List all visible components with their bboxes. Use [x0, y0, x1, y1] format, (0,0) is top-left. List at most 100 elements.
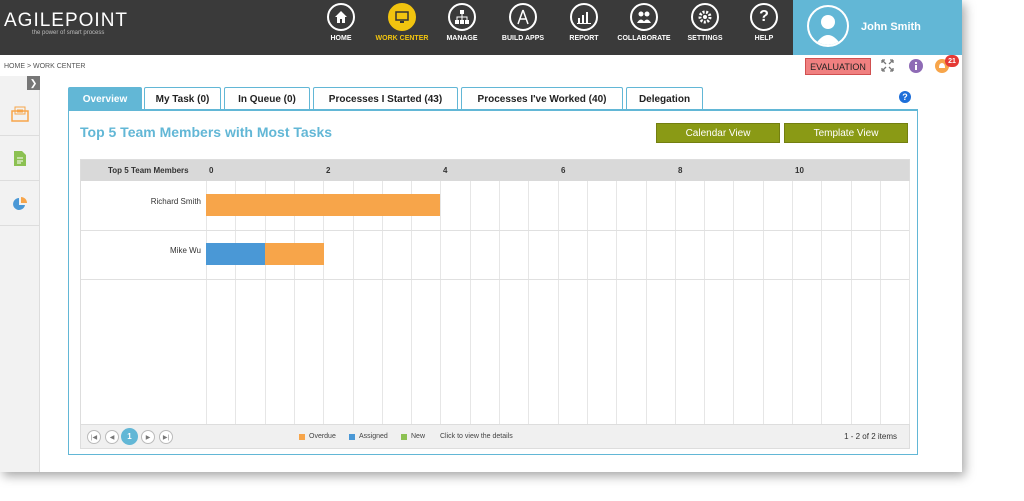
- nav-report-label: REPORT: [569, 35, 599, 42]
- calendar-view-button[interactable]: Calendar View: [656, 123, 780, 143]
- team-members-chart-grid: Top 5 Team Members 0 2 4 6 8 10 Richard Smith…: [80, 159, 910, 449]
- legend-item-new[interactable]: New: [401, 433, 425, 440]
- legend-swatch: [349, 433, 355, 440]
- info-icon[interactable]: [909, 59, 923, 76]
- tab-in-queue[interactable]: In Queue (0): [224, 87, 310, 110]
- notification-count-badge: 21: [945, 55, 959, 67]
- pie-chart-icon: [12, 196, 27, 210]
- tab-processes-i-started[interactable]: Processes I Started (43): [313, 87, 458, 110]
- row-divider: [81, 230, 909, 231]
- question-icon[interactable]: ?: [899, 91, 911, 103]
- brand-logo[interactable]: AGILEPOINT the power of smart process: [4, 10, 128, 36]
- gridline: [733, 181, 734, 424]
- next-page-button[interactable]: ▶: [141, 430, 155, 444]
- settings-icon: [691, 3, 719, 31]
- build-apps-icon: [509, 3, 537, 31]
- sidebar-item-tasks[interactable]: [0, 92, 39, 136]
- nav-home[interactable]: HOME: [306, 3, 376, 42]
- bar-assigned[interactable]: [206, 243, 265, 265]
- legend-item-overdue[interactable]: Overdue: [299, 433, 336, 440]
- x-tick-label: 0: [209, 166, 214, 175]
- first-page-button[interactable]: |◀: [87, 430, 101, 444]
- gridline: [265, 181, 266, 424]
- first-page-icon: |◀: [90, 434, 98, 441]
- x-tick-label: 6: [561, 166, 566, 175]
- sidebar-item-reports[interactable]: [0, 182, 39, 226]
- gridline: [704, 181, 705, 424]
- gridline: [616, 181, 617, 424]
- gridline: [880, 181, 881, 424]
- panel-title: Top 5 Team Members with Most Tasks: [80, 124, 333, 140]
- next-page-icon: ▶: [145, 434, 151, 441]
- gridline: [763, 181, 764, 424]
- brand-name: AGILEPOINT: [4, 10, 129, 31]
- gridline: [792, 181, 793, 424]
- brand-tagline: the power of smart process: [32, 30, 105, 36]
- nav-collaborate[interactable]: COLLABORATE: [609, 3, 679, 42]
- nav-build-apps[interactable]: BUILD APPS: [488, 3, 558, 42]
- gridline: [587, 181, 588, 424]
- nav-home-label: HOME: [330, 35, 352, 42]
- nav-help[interactable]: ? HELP: [729, 3, 799, 42]
- sidebar-item-documents[interactable]: [0, 137, 39, 181]
- chart-plot-area: [206, 181, 910, 424]
- gridline: [528, 181, 529, 424]
- tab-my-task[interactable]: My Task (0): [144, 87, 221, 110]
- previous-page-button[interactable]: ◀: [105, 430, 119, 444]
- nav-work-center[interactable]: WORK CENTER: [367, 3, 437, 42]
- gridline: [558, 181, 559, 424]
- nav-collaborate-label: COLLABORATE: [617, 35, 671, 42]
- row-divider: [81, 279, 909, 280]
- user-profile[interactable]: John Smith: [793, 0, 962, 55]
- app-window: AGILEPOINT the power of smart process HO…: [0, 0, 962, 472]
- tab-delegation[interactable]: Delegation: [626, 87, 703, 110]
- template-view-button[interactable]: Template View: [784, 123, 908, 143]
- legend-swatch: [299, 433, 305, 440]
- gridline: [206, 181, 207, 424]
- legend-hint[interactable]: Click to view the details: [440, 433, 513, 440]
- column-header-members: Top 5 Team Members: [108, 166, 189, 175]
- current-page-button[interactable]: 1: [121, 428, 138, 445]
- inbox-icon: [10, 106, 29, 122]
- expand-icon[interactable]: [881, 59, 894, 75]
- x-tick-label: 8: [678, 166, 683, 175]
- evaluation-badge: EVALUATION: [805, 58, 871, 75]
- gridline: [470, 181, 471, 424]
- legend-label: Assigned: [359, 433, 388, 440]
- nav-settings[interactable]: SETTINGS: [670, 3, 740, 42]
- gridline: [353, 181, 354, 424]
- gridline: [646, 181, 647, 424]
- sidebar-collapse-button[interactable]: ❯: [27, 76, 40, 90]
- manage-icon: [448, 3, 476, 31]
- x-tick-label: 2: [326, 166, 331, 175]
- gridline: [440, 181, 441, 424]
- avatar[interactable]: [807, 5, 849, 47]
- top-navigation-bar: AGILEPOINT the power of smart process HO…: [0, 0, 962, 55]
- home-icon: [327, 3, 355, 31]
- nav-report[interactable]: REPORT: [549, 3, 619, 42]
- nav-manage[interactable]: MANAGE: [427, 3, 497, 42]
- gridline: [235, 181, 236, 424]
- gridline: [323, 181, 324, 424]
- tab-overview[interactable]: Overview: [68, 87, 142, 110]
- nav-settings-label: SETTINGS: [687, 35, 723, 42]
- legend-label: New: [411, 433, 426, 440]
- x-tick-label: 4: [443, 166, 448, 175]
- chevron-right-icon: ❯: [29, 77, 38, 88]
- tab-processes-ive-worked[interactable]: Processes I've Worked (40): [461, 87, 623, 110]
- gridline: [851, 181, 852, 424]
- report-icon: [570, 3, 598, 31]
- help-icon: ?: [750, 3, 778, 31]
- legend-item-assigned[interactable]: Assigned: [349, 433, 388, 440]
- nav-manage-label: MANAGE: [446, 35, 478, 42]
- breadcrumb: HOME > WORK CENTER: [4, 63, 86, 70]
- bar-overdue[interactable]: [265, 243, 324, 265]
- bar-overdue[interactable]: [206, 194, 440, 216]
- document-icon: [13, 151, 26, 166]
- team-member-label: Richard Smith: [150, 197, 201, 206]
- last-page-button[interactable]: ▶|: [159, 430, 173, 444]
- x-tick-label: 10: [795, 166, 804, 175]
- sidebar: ❯: [0, 76, 40, 472]
- work-center-icon: [388, 3, 416, 31]
- team-member-label: Mike Wu: [170, 246, 201, 255]
